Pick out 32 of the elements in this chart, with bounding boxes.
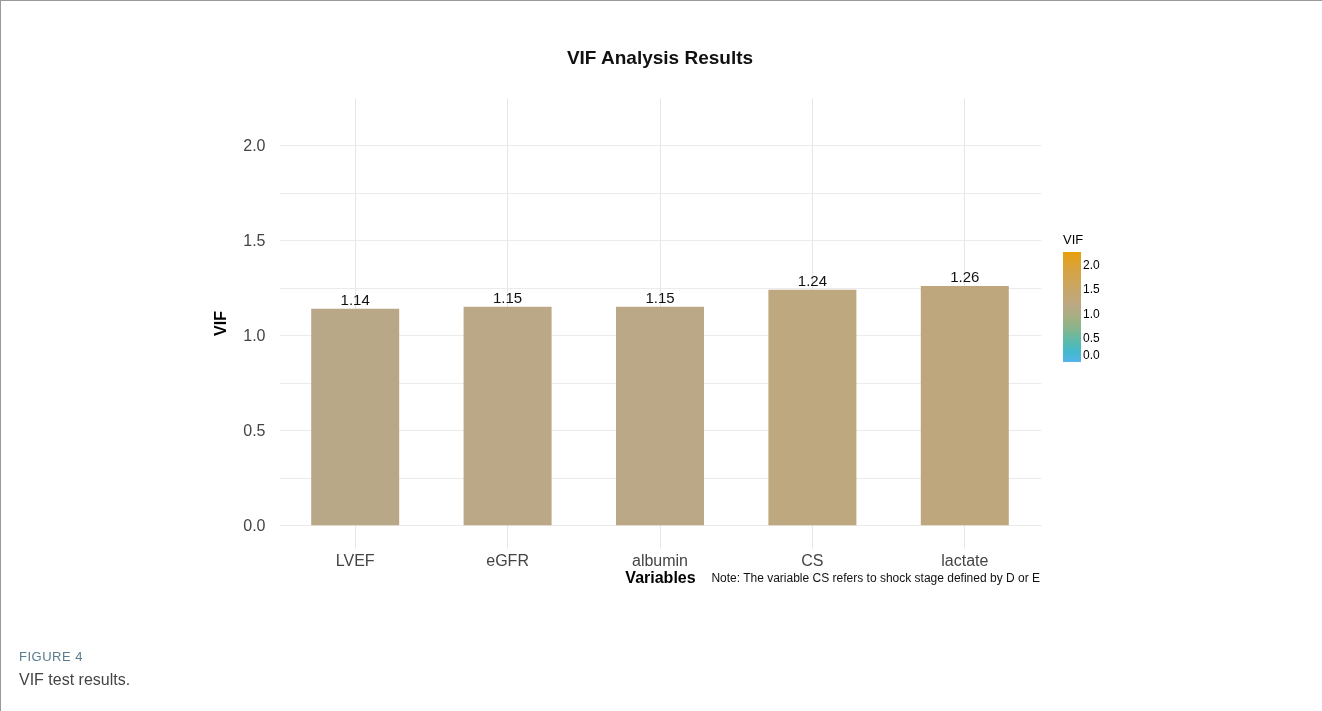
- data-label: 1.26: [950, 267, 980, 285]
- bar: [463, 306, 552, 526]
- data-label: 1.15: [493, 288, 523, 306]
- y-tick-label: 0.0: [243, 516, 266, 534]
- x-axis-title: Variables: [625, 568, 696, 586]
- y-tick-label: 1.0: [243, 326, 266, 344]
- x-tick-label: lactate: [941, 551, 989, 569]
- bar: [768, 289, 857, 526]
- color-bar-label: 1.5: [1083, 282, 1101, 297]
- color-bar-label: 0.5: [1083, 330, 1101, 345]
- text: Note: The variable CS refers to shock stage defined by D or E: [711, 571, 1040, 585]
- data-label: 1.24: [797, 271, 827, 289]
- data-label: 1.14: [340, 290, 370, 308]
- color-bar-label: 2.0: [1083, 258, 1101, 273]
- y-tick-label: 0.5: [243, 421, 266, 439]
- bar: [311, 308, 400, 526]
- x-tick-label: CS: [801, 551, 824, 569]
- x-tick-label: eGFR: [486, 551, 529, 569]
- y-tick-label: 2.0: [243, 136, 266, 154]
- data-label: 1.15: [645, 288, 675, 306]
- x-tick-label: LVEF: [335, 551, 375, 569]
- x-tick-label: albumin: [631, 551, 689, 569]
- bar: [920, 285, 1009, 526]
- color-bar-label: 1.0: [1083, 306, 1101, 321]
- color-bar-title: VIF: [1063, 232, 1084, 247]
- caption: FIGURE 4: [19, 649, 83, 664]
- text: VIF test results.: [19, 671, 131, 689]
- y-axis-title: VIF: [212, 310, 230, 336]
- color-bar-label: 0.0: [1083, 348, 1101, 362]
- bar: [616, 306, 704, 526]
- chart-title: VIF Analysis Results: [566, 47, 754, 68]
- y-tick-label: 1.5: [243, 231, 266, 249]
